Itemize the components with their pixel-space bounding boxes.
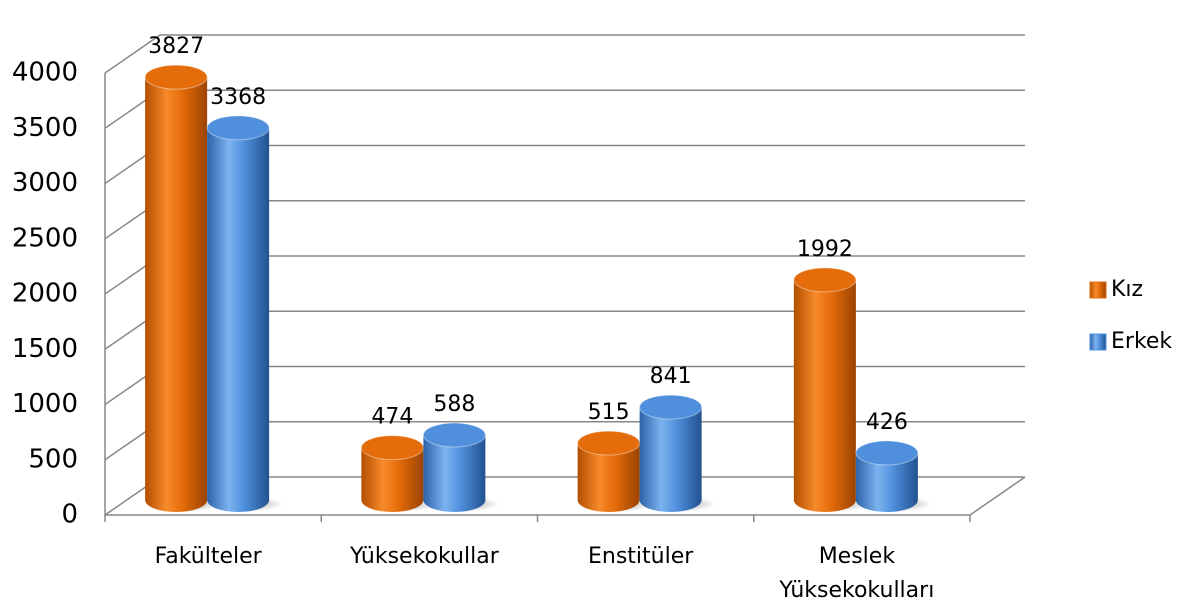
bar-body xyxy=(639,407,702,512)
legend-marker xyxy=(1089,333,1107,351)
bar xyxy=(360,435,424,512)
data-label: 3827 xyxy=(148,34,204,59)
y-tick-label: 2000 xyxy=(12,279,78,309)
bar-top xyxy=(793,267,857,293)
bar-top xyxy=(144,64,208,90)
bar xyxy=(639,394,703,512)
data-label: 841 xyxy=(650,364,692,389)
data-label: 426 xyxy=(866,410,908,435)
bar xyxy=(793,267,857,512)
bar xyxy=(577,430,641,512)
legend-marker xyxy=(1089,281,1107,299)
bar-top xyxy=(639,394,703,420)
y-tick-label: 500 xyxy=(28,444,78,474)
data-label: 515 xyxy=(588,400,630,425)
x-tick-label: Enstitüler xyxy=(587,544,694,569)
bar-body xyxy=(207,127,270,512)
y-tick-label: 2500 xyxy=(12,223,78,253)
bar-body xyxy=(855,452,918,512)
data-label: 1992 xyxy=(797,237,853,262)
bar-top xyxy=(206,115,270,141)
bar xyxy=(855,440,919,512)
bar-top xyxy=(360,435,424,461)
x-tick-label: Fakülteler xyxy=(154,544,262,569)
legend-label: Kız xyxy=(1111,277,1143,302)
bar-body xyxy=(577,443,640,512)
bar-top xyxy=(422,422,486,448)
y-tick-label: 4000 xyxy=(12,58,78,88)
bar xyxy=(144,64,208,512)
x-tick-label: Meslek Yüksekokulları xyxy=(779,544,935,603)
bar xyxy=(206,115,270,512)
bar-body xyxy=(361,447,424,512)
y-tick-label: 3500 xyxy=(12,113,78,143)
y-tick-label: 0 xyxy=(61,500,78,530)
bar-body xyxy=(793,279,856,512)
data-label: 588 xyxy=(433,392,475,417)
data-label: 3368 xyxy=(210,85,266,110)
grid-line xyxy=(104,34,1025,74)
y-tick-label: 1000 xyxy=(12,389,78,419)
y-tick-label: 1500 xyxy=(12,334,78,364)
bar-top xyxy=(855,440,919,466)
x-tick-label: Yüksekokullar xyxy=(349,544,499,569)
legend-label: Erkek xyxy=(1111,329,1172,354)
bar-body xyxy=(423,435,486,512)
bar-top xyxy=(577,430,641,456)
bar-body xyxy=(145,77,208,512)
data-label: 474 xyxy=(371,405,413,430)
bar xyxy=(422,422,486,512)
y-tick-label: 3000 xyxy=(12,168,78,198)
